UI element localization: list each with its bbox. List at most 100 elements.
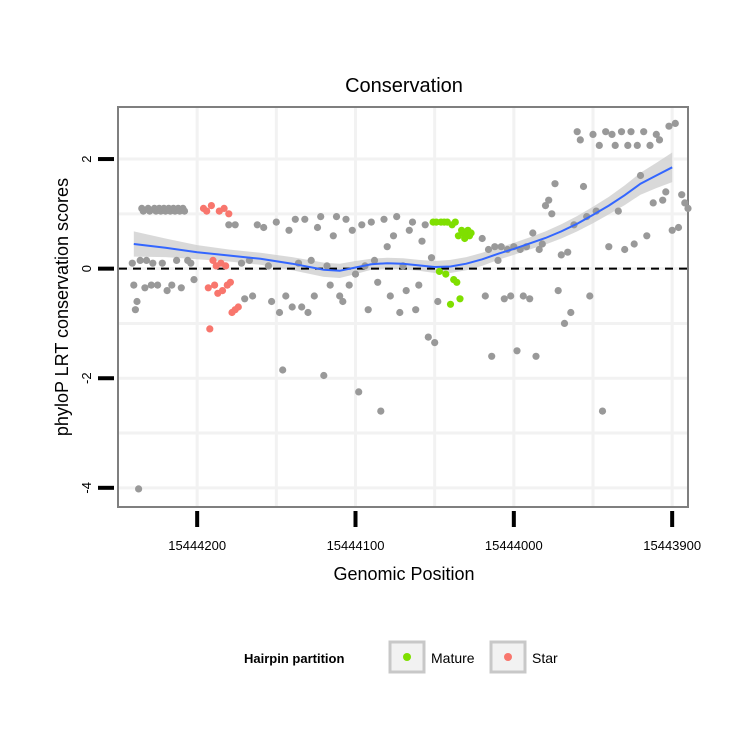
legend-dot-mature [403,653,411,661]
point-other [408,218,417,226]
point-other [173,256,181,264]
point-other [332,213,341,221]
plot-panel [117,106,689,508]
point-other [554,287,562,295]
point-other [149,259,157,267]
point-other [141,284,149,292]
point-star [226,278,234,286]
point-other [526,295,534,303]
point-other [355,388,363,396]
point-other [573,128,581,136]
point-other [636,171,645,180]
y-tick-label: -4 [79,482,94,494]
point-other [285,226,293,234]
point-other [393,213,401,221]
point-other [396,308,404,317]
point-other [377,407,385,415]
point-other [190,276,198,284]
point-other [168,281,176,289]
point-star [207,202,215,210]
point-other [339,297,347,306]
point-other [389,232,398,240]
point-star [206,325,214,333]
point-star [234,303,242,311]
point-other [348,226,356,234]
point-mature [453,278,461,286]
point-other [154,281,162,289]
smooth-trend-line [133,166,673,272]
y-axis: -4 -2 0 2 [79,155,114,494]
point-star [211,281,219,289]
point-other [488,352,496,360]
point-other [421,221,429,229]
legend-label-star: Star [532,650,558,666]
point-other [237,259,246,267]
point-other [589,130,597,138]
point-other [643,232,651,240]
x-tick-label: 15444100 [327,538,385,553]
point-other [130,281,138,289]
point-other [260,223,268,232]
point-other [380,215,388,223]
point-star [225,210,233,218]
point-other [519,292,527,300]
point-other [310,292,318,300]
point-mature [467,229,475,237]
point-star [204,284,212,292]
point-other [646,141,654,149]
point-other [317,213,325,221]
point-other [329,232,337,240]
point-other [478,234,486,243]
point-other [187,259,195,267]
point-other [147,281,155,289]
point-other [497,243,505,251]
point-other [627,128,635,136]
point-other [431,339,439,347]
point-other [241,295,249,303]
point-other [364,306,372,314]
x-tick-label: 15444000 [485,538,543,553]
point-other [678,191,686,199]
point-other [418,237,426,245]
point-other [513,347,521,355]
legend-label-mature: Mature [431,650,475,666]
point-other [374,278,382,286]
x-axis: 15444200 15444100 15444000 15443900 [168,511,701,553]
point-mature [435,267,443,275]
point-other [481,292,489,300]
point-star [209,256,217,264]
point-other [681,199,689,207]
point-star [203,207,211,215]
y-tick-label: 2 [79,155,94,162]
point-other [135,485,143,493]
point-other [136,256,144,264]
point-other [225,221,233,229]
point-other [412,306,420,314]
point-other [301,215,309,223]
point-other [304,308,312,317]
point-other [557,251,565,259]
point-other [640,128,648,136]
point-other [307,256,315,264]
point-other [608,130,616,138]
point-other [342,215,350,223]
point-other [624,141,632,149]
point-star [222,262,230,270]
point-other [180,207,189,215]
y-axis-title: phyloP LRT conservation scores [52,178,72,436]
point-other [617,128,626,136]
point-other [345,281,353,289]
point-other [674,223,683,232]
point-other [279,366,287,374]
point-other [264,262,272,270]
point-other [579,182,588,191]
point-other [535,245,543,254]
legend-dot-star [504,653,512,661]
point-other [567,308,575,317]
point-other [586,292,594,300]
point-other [560,319,569,327]
loess-line [133,166,673,272]
point-other [370,256,379,264]
y-tick-label: 0 [79,265,94,272]
